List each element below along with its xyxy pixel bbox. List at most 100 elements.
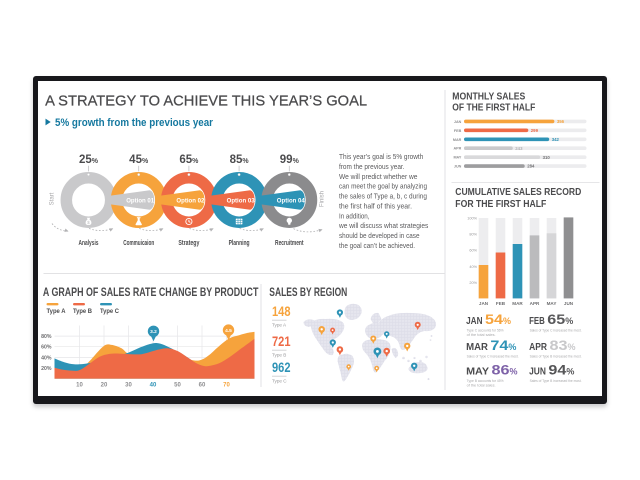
svg-text:of the total sales.: of the total sales. [467, 332, 496, 337]
svg-text:Type A: Type A [272, 323, 287, 328]
svg-text:74%: 74% [490, 338, 516, 353]
svg-text:A GRAPH OF SALES RATE CHANGE B: A GRAPH OF SALES RATE CHANGE BY PRODUCT [43, 285, 259, 299]
svg-text:100%: 100% [467, 217, 477, 221]
svg-text:60: 60 [199, 383, 206, 389]
svg-text:80%: 80% [469, 233, 477, 237]
svg-text:Analysis: Analysis [79, 240, 99, 247]
svg-text:Finish: Finish [320, 191, 326, 207]
svg-text:CUMULATIVE SALES RECORD: CUMULATIVE SALES RECORD [455, 187, 581, 198]
svg-text:from the previous year.: from the previous year. [339, 162, 405, 171]
svg-text:the goal can’t be achieved.: the goal can’t be achieved. [339, 241, 415, 250]
svg-text:80%: 80% [41, 334, 52, 340]
svg-text:40%: 40% [469, 265, 477, 269]
svg-text:FEB: FEB [454, 129, 462, 133]
svg-text:of the total sales.: of the total sales. [467, 383, 496, 388]
svg-text:40%: 40% [41, 355, 52, 361]
svg-text:JUN: JUN [564, 301, 574, 306]
svg-text:Option 03: Option 03 [227, 197, 255, 204]
svg-text:FEB: FEB [496, 301, 506, 306]
svg-text:65%: 65% [547, 312, 573, 327]
svg-text:we will discuss what strategie: we will discuss what strategies [338, 221, 428, 230]
svg-text:the first half of this year.: the first half of this year. [339, 201, 412, 210]
svg-text:MAY: MAY [453, 156, 461, 160]
svg-text:JAN: JAN [454, 120, 462, 124]
svg-text:10: 10 [76, 383, 83, 389]
svg-text:30: 30 [125, 383, 132, 389]
svg-text:60%: 60% [41, 345, 52, 351]
svg-text:FEB: FEB [529, 315, 545, 327]
svg-text:Start: Start [50, 192, 56, 205]
svg-text:310: 310 [543, 155, 551, 160]
svg-text:This year’s goal is 5% growth: This year’s goal is 5% growth [339, 152, 423, 161]
svg-text:99%: 99% [280, 154, 300, 166]
svg-text:Recruitment: Recruitment [275, 240, 304, 247]
svg-text:can meet the goal by analyzing: can meet the goal by analyzing [339, 182, 427, 191]
svg-text:25%: 25% [79, 154, 99, 166]
svg-text:83%: 83% [550, 338, 576, 353]
svg-text:243: 243 [515, 146, 523, 151]
svg-text:JAN: JAN [466, 315, 482, 327]
svg-text:342: 342 [552, 137, 560, 142]
svg-text:MAR: MAR [466, 341, 488, 353]
svg-text:Commuicaion: Commuicaion [123, 240, 154, 247]
svg-text:JUN: JUN [529, 366, 546, 378]
svg-text:A STRATEGY TO ACHIEVE THIS YEA: A STRATEGY TO ACHIEVE THIS YEAR’S GOAL [45, 92, 367, 109]
svg-text:94%: 94% [548, 363, 574, 378]
svg-text:60%: 60% [469, 249, 477, 253]
svg-text:MAR: MAR [453, 138, 462, 142]
svg-text:Type A: Type A [47, 308, 66, 315]
svg-text:148: 148 [272, 304, 291, 319]
svg-text:Type C: Type C [272, 379, 287, 384]
svg-text:OF THE FIRST HALF: OF THE FIRST HALF [452, 103, 535, 114]
svg-text:In addition,: In addition, [339, 211, 370, 220]
svg-text:Option 02: Option 02 [176, 197, 204, 204]
svg-text:Type B accounts for 45%: Type B accounts for 45% [467, 378, 504, 383]
svg-text:$: $ [87, 220, 90, 225]
svg-text:5% growth from the previous ye: 5% growth from the previous year [55, 117, 214, 129]
svg-text:APR: APR [529, 341, 547, 353]
svg-text:APR: APR [530, 301, 540, 306]
svg-text:962: 962 [272, 360, 291, 375]
svg-text:20%: 20% [469, 281, 477, 285]
svg-text:299: 299 [531, 128, 539, 133]
svg-text:20%: 20% [41, 366, 52, 372]
svg-text:Type B: Type B [272, 353, 286, 358]
svg-text:70: 70 [223, 383, 230, 389]
svg-text:APR: APR [454, 147, 462, 151]
svg-text:40: 40 [150, 383, 157, 389]
svg-text:Sales of Type B increased the: Sales of Type B increased the most. [530, 378, 582, 383]
svg-text:50: 50 [174, 383, 181, 389]
svg-text:4.5: 4.5 [225, 328, 232, 334]
svg-text:20: 20 [101, 383, 108, 389]
svg-text:721: 721 [272, 334, 291, 349]
svg-text:45%: 45% [129, 154, 149, 166]
svg-text:the sales of Type a, b, c duri: the sales of Type a, b, c during [339, 192, 427, 201]
svg-text:We will predict whether we: We will predict whether we [339, 172, 418, 181]
svg-text:86%: 86% [492, 363, 518, 378]
svg-text:should be developed in case: should be developed in case [339, 231, 420, 240]
svg-text:MAY: MAY [466, 366, 489, 378]
svg-text:Sales of Type C increased the: Sales of Type C increased the most. [467, 354, 519, 359]
svg-text:Sales of Type B increased the: Sales of Type B increased the most. [530, 354, 582, 359]
svg-text:284: 284 [527, 164, 535, 169]
svg-text:MAR: MAR [512, 301, 523, 306]
svg-text:JUN: JUN [454, 165, 462, 169]
svg-text:FOR THE FIRST HALF: FOR THE FIRST HALF [455, 199, 546, 210]
svg-text:85%: 85% [230, 154, 250, 166]
svg-text:Type C accounts for 56%: Type C accounts for 56% [467, 327, 504, 332]
svg-text:Type C: Type C [100, 308, 119, 315]
svg-text:SALES BY REGION: SALES BY REGION [269, 286, 347, 299]
svg-text:Sales of Type C increased the: Sales of Type C increased the most. [530, 327, 582, 332]
svg-text:Strategy: Strategy [178, 240, 199, 247]
svg-text:Option 04: Option 04 [277, 197, 305, 204]
svg-text:MAY: MAY [547, 301, 557, 306]
svg-text:MONTHLY SALES: MONTHLY SALES [452, 91, 525, 102]
svg-text:3.2: 3.2 [150, 329, 157, 335]
svg-text:356: 356 [557, 119, 565, 124]
svg-text:54%: 54% [485, 312, 511, 327]
svg-text:65%: 65% [179, 154, 199, 166]
svg-text:JAN: JAN [479, 301, 489, 306]
svg-text:Type B: Type B [73, 308, 92, 315]
svg-text:Option 01: Option 01 [126, 197, 154, 204]
svg-text:Planning: Planning [229, 240, 250, 247]
